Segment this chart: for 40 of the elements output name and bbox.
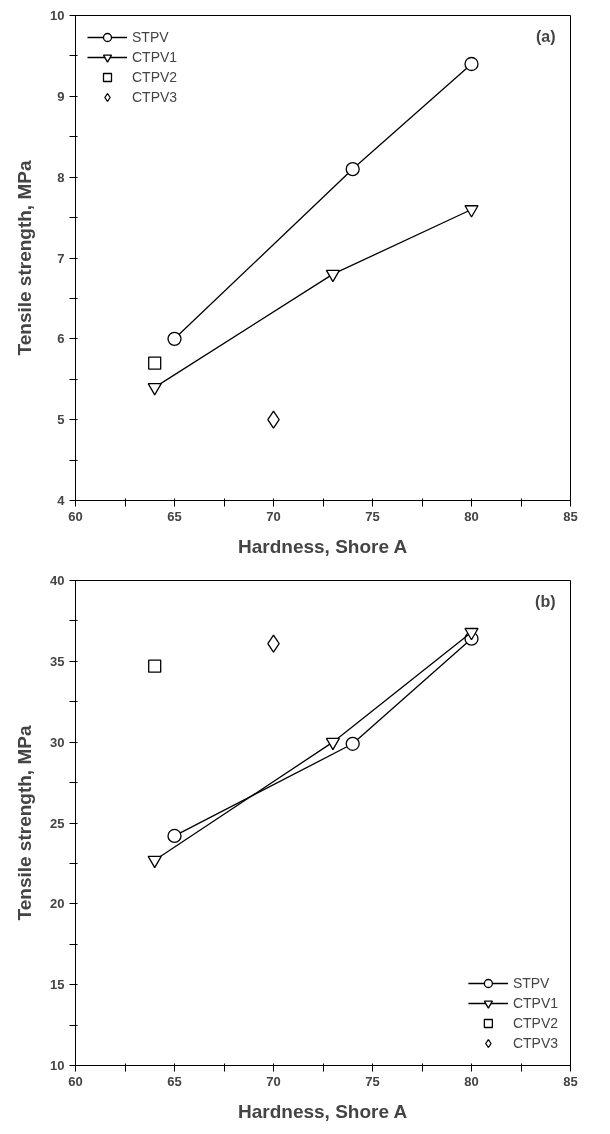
x-tick-label: 65 xyxy=(167,508,182,524)
legend-label: STPV xyxy=(512,975,550,991)
x-tick-label: 70 xyxy=(266,508,281,524)
y-tick-label: 35 xyxy=(50,653,65,669)
x-axis-title: Hardness, Shore A xyxy=(238,535,408,557)
x-tick-label: 65 xyxy=(167,1073,182,1089)
y-tick-label: 9 xyxy=(57,88,65,104)
y-tick-label: 7 xyxy=(57,250,65,266)
legend-label: CTPV2 xyxy=(132,69,178,85)
y-axis-title: Tensile strength, MPa xyxy=(14,160,36,356)
y-tick-label: 15 xyxy=(50,977,65,993)
x-tick-label: 85 xyxy=(563,1073,578,1089)
y-tick-label: 30 xyxy=(50,734,65,750)
y-tick-label: 10 xyxy=(50,1058,65,1073)
x-tick-label: 75 xyxy=(365,1073,380,1089)
y-tick-label: 6 xyxy=(57,331,65,347)
legend-label: CTPV3 xyxy=(512,1035,558,1051)
x-tick-label: 60 xyxy=(68,1073,83,1089)
y-tick-label: 25 xyxy=(50,815,65,831)
legend-label: CTPV1 xyxy=(512,995,558,1011)
y-tick-label: 10 xyxy=(50,8,65,23)
legend-label: CTPV1 xyxy=(132,49,178,65)
y-tick-label: 4 xyxy=(57,493,66,508)
x-tick-label: 85 xyxy=(563,508,578,524)
y-tick-label: 5 xyxy=(57,412,65,428)
x-axis-title: Hardness, Shore A xyxy=(238,1100,408,1122)
x-tick-label: 60 xyxy=(68,508,83,524)
legend-label: CTPV3 xyxy=(132,89,178,105)
x-tick-label: 75 xyxy=(365,508,380,524)
annotation: (b) xyxy=(535,592,556,610)
legend-label: CTPV2 xyxy=(512,1015,558,1031)
x-tick-label: 70 xyxy=(266,1073,281,1089)
x-tick-label: 80 xyxy=(464,508,479,524)
y-tick-label: 20 xyxy=(50,896,65,912)
x-tick-label: 80 xyxy=(464,1073,479,1089)
annotation: (a) xyxy=(535,27,556,45)
y-axis-title: Tensile strength, MPa xyxy=(14,725,36,921)
y-tick-label: 8 xyxy=(57,169,65,185)
legend-label: STPV xyxy=(132,29,169,45)
y-tick-label: 40 xyxy=(50,573,65,588)
